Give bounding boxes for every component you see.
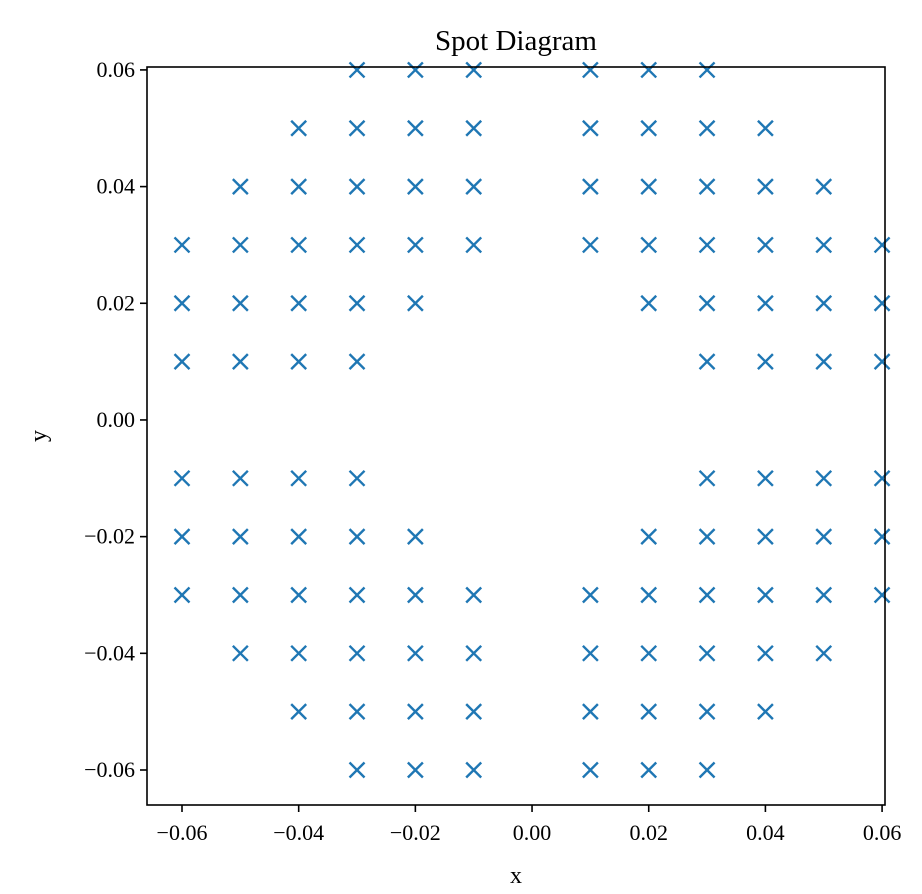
y-tick-label: −0.02 — [84, 524, 135, 549]
x-tick-label: 0.04 — [746, 820, 785, 845]
y-tick-label: 0.04 — [97, 174, 136, 199]
x-tick-label: 0.06 — [863, 820, 902, 845]
y-tick-label: 0.02 — [97, 290, 136, 315]
x-tick-label: −0.02 — [390, 820, 441, 845]
x-tick-label: −0.04 — [273, 820, 324, 845]
y-axis-label: y — [26, 430, 52, 442]
x-tick-label: −0.06 — [157, 820, 208, 845]
x-tick-label: 0.02 — [629, 820, 668, 845]
x-axis-label: x — [510, 863, 522, 889]
y-tick-label: −0.06 — [84, 757, 135, 782]
y-tick-label: 0.00 — [97, 407, 136, 432]
y-tick-label: 0.06 — [97, 57, 136, 82]
chart-title: Spot Diagram — [435, 25, 597, 57]
y-tick-label: −0.04 — [84, 640, 135, 665]
x-tick-label: 0.00 — [513, 820, 552, 845]
